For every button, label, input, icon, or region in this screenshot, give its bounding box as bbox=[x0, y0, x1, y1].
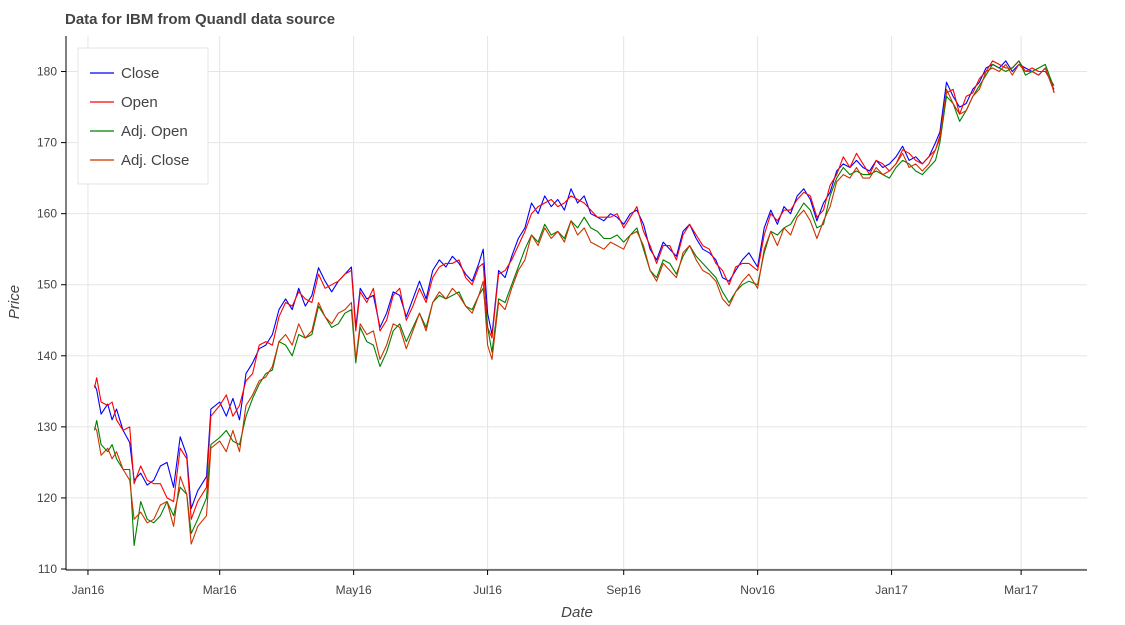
y-tick-label: 170 bbox=[37, 136, 57, 150]
legend-label-close: Close bbox=[121, 65, 159, 82]
y-tick-label: 160 bbox=[37, 207, 57, 221]
y-tick-label: 110 bbox=[38, 562, 57, 576]
x-tick-label: Jul16 bbox=[473, 583, 502, 597]
x-tick-label: Sep16 bbox=[606, 583, 641, 597]
x-tick-label: Mar16 bbox=[203, 583, 237, 597]
series-line-close bbox=[93, 60, 1055, 510]
series-line-adj-close bbox=[94, 63, 1055, 545]
series-line-adj-open bbox=[93, 60, 1055, 547]
y-tick-label: 120 bbox=[37, 491, 57, 505]
legend-label-open: Open bbox=[121, 94, 158, 111]
y-tick-label: 130 bbox=[37, 420, 57, 434]
y-axis-label: Price bbox=[6, 285, 23, 319]
axes: 110 120 130 140 150 160 170 180 Jan16 Mar16 May16 J… bbox=[37, 36, 1087, 597]
y-tick-label: 180 bbox=[37, 65, 57, 79]
grid bbox=[66, 36, 1087, 570]
legend-label-adj-open: Adj. Open bbox=[121, 123, 188, 140]
x-tick-label: Mar17 bbox=[1004, 583, 1038, 597]
legend-box bbox=[77, 47, 209, 185]
x-axis-label: Date bbox=[561, 604, 593, 621]
x-tick-label: Jan17 bbox=[875, 583, 908, 597]
legend: Close Open Adj. Open Adj. Close bbox=[77, 47, 209, 185]
y-tick-label: 140 bbox=[37, 349, 57, 363]
series-lines bbox=[93, 60, 1055, 547]
y-tick-label: 150 bbox=[37, 278, 57, 292]
plot-area bbox=[66, 36, 1087, 569]
legend-label-adj-close: Adj. Close bbox=[121, 152, 189, 169]
chart-title: Data for IBM from Quandl data source bbox=[65, 11, 335, 28]
x-tick-label: May16 bbox=[336, 583, 372, 597]
x-tick-label: Jan16 bbox=[72, 583, 105, 597]
x-tick-label: Nov16 bbox=[740, 583, 775, 597]
